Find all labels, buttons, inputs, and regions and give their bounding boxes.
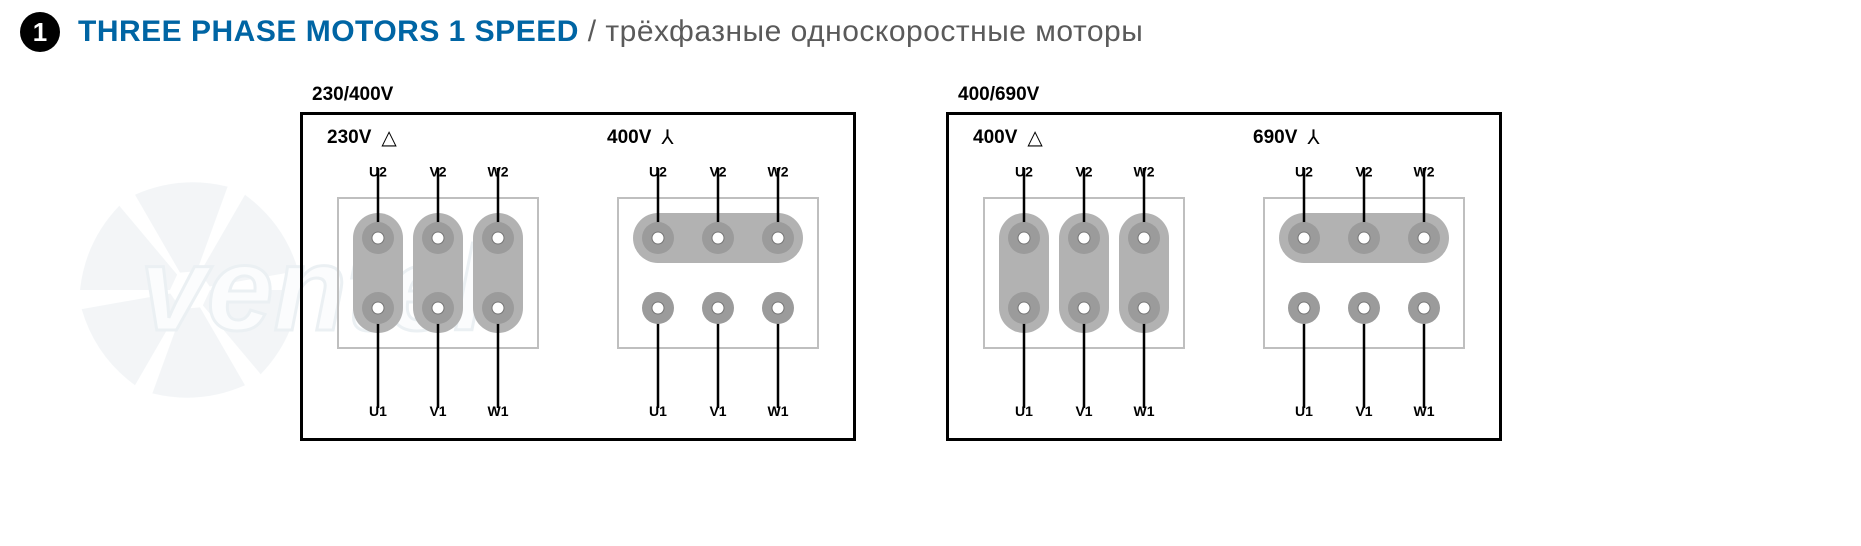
title-separator: / xyxy=(579,15,606,48)
terminal-board-star: U2 U1 V2 V1 W2 W1 xyxy=(1249,158,1479,418)
terminal-label-bottom: V1 xyxy=(429,403,446,418)
terminal-label-top: W2 xyxy=(1414,163,1435,179)
star-panel: 400V ⅄ U2 U1 V2 V1 W2 W1 xyxy=(603,125,833,418)
group-voltage-label: 400/690V xyxy=(958,84,1502,106)
delta-symbol-icon: △ xyxy=(1027,125,1042,150)
group-voltage-label: 230/400V xyxy=(312,84,856,106)
voltage-group: 400/690V 400V △ U2 U1 V2 V1 W2 W1 690V ⅄ U2 U1 V2 V1 W2… xyxy=(946,84,1502,441)
panel-voltage-title: 400V △ xyxy=(973,125,1199,150)
panel-voltage-value: 690V xyxy=(1253,127,1297,149)
section-number-badge: 1 xyxy=(20,12,60,52)
terminal-board-delta: U2 U1 V2 V1 W2 W1 xyxy=(969,158,1199,418)
terminal-label-top: U2 xyxy=(1295,163,1313,179)
group-frame: 400V △ U2 U1 V2 V1 W2 W1 690V ⅄ U2 U1 V2 V1 W2 W1 xyxy=(946,112,1502,441)
terminal-label-top: U2 xyxy=(1015,163,1033,179)
title-english: THREE PHASE MOTORS 1 SPEED xyxy=(78,15,579,48)
panel-voltage-title: 690V ⅄ xyxy=(1253,125,1479,150)
terminal-label-bottom: W1 xyxy=(488,403,509,418)
delta-panel: 400V △ U2 U1 V2 V1 W2 W1 xyxy=(969,125,1199,418)
terminal-label-top: U2 xyxy=(369,163,387,179)
terminal-label-bottom: V1 xyxy=(709,403,726,418)
panel-voltage-value: 400V xyxy=(973,127,1017,149)
terminal-board-star: U2 U1 V2 V1 W2 W1 xyxy=(603,158,833,418)
panel-voltage-value: 400V xyxy=(607,127,651,149)
terminal-label-top: V2 xyxy=(1355,163,1372,179)
terminal-label-bottom: U1 xyxy=(369,403,387,418)
group-frame: 230V △ U2 U1 V2 V1 W2 W1 400V ⅄ U2 U1 V2 V1 W2 W1 xyxy=(300,112,856,441)
terminal-label-top: V2 xyxy=(1075,163,1092,179)
panel-voltage-title: 230V △ xyxy=(327,125,553,150)
terminal-label-bottom: W1 xyxy=(1414,403,1435,418)
terminal-label-bottom: U1 xyxy=(1015,403,1033,418)
terminal-label-bottom: W1 xyxy=(1134,403,1155,418)
terminal-board-delta: U2 U1 V2 V1 W2 W1 xyxy=(323,158,553,418)
voltage-group: 230/400V 230V △ U2 U1 V2 V1 W2 W1 400V ⅄ U2 U1 V2 V1 W2… xyxy=(300,84,856,441)
star-symbol-icon: ⅄ xyxy=(661,125,673,150)
title-russian: трёхфазные односкоростные моторы xyxy=(605,15,1143,48)
terminal-label-top: V2 xyxy=(429,163,446,179)
delta-symbol-icon: △ xyxy=(381,125,396,150)
terminal-label-top: U2 xyxy=(649,163,667,179)
diagram-groups: 230/400V 230V △ U2 U1 V2 V1 W2 W1 400V ⅄ U2 U1 V2 V1 W2… xyxy=(20,84,1841,441)
star-panel: 690V ⅄ U2 U1 V2 V1 W2 W1 xyxy=(1249,125,1479,418)
terminal-label-top: W2 xyxy=(488,163,509,179)
page-title: THREE PHASE MOTORS 1 SPEED / трёхфазные … xyxy=(78,15,1143,49)
page-header: 1 THREE PHASE MOTORS 1 SPEED / трёхфазны… xyxy=(20,12,1841,52)
panel-voltage-value: 230V xyxy=(327,127,371,149)
terminal-label-bottom: U1 xyxy=(649,403,667,418)
terminal-label-bottom: U1 xyxy=(1295,403,1313,418)
terminal-label-bottom: V1 xyxy=(1075,403,1092,418)
terminal-label-bottom: V1 xyxy=(1355,403,1372,418)
terminal-label-bottom: W1 xyxy=(768,403,789,418)
terminal-label-top: W2 xyxy=(768,163,789,179)
star-symbol-icon: ⅄ xyxy=(1307,125,1319,150)
delta-panel: 230V △ U2 U1 V2 V1 W2 W1 xyxy=(323,125,553,418)
terminal-label-top: W2 xyxy=(1134,163,1155,179)
panel-voltage-title: 400V ⅄ xyxy=(607,125,833,150)
terminal-label-top: V2 xyxy=(709,163,726,179)
